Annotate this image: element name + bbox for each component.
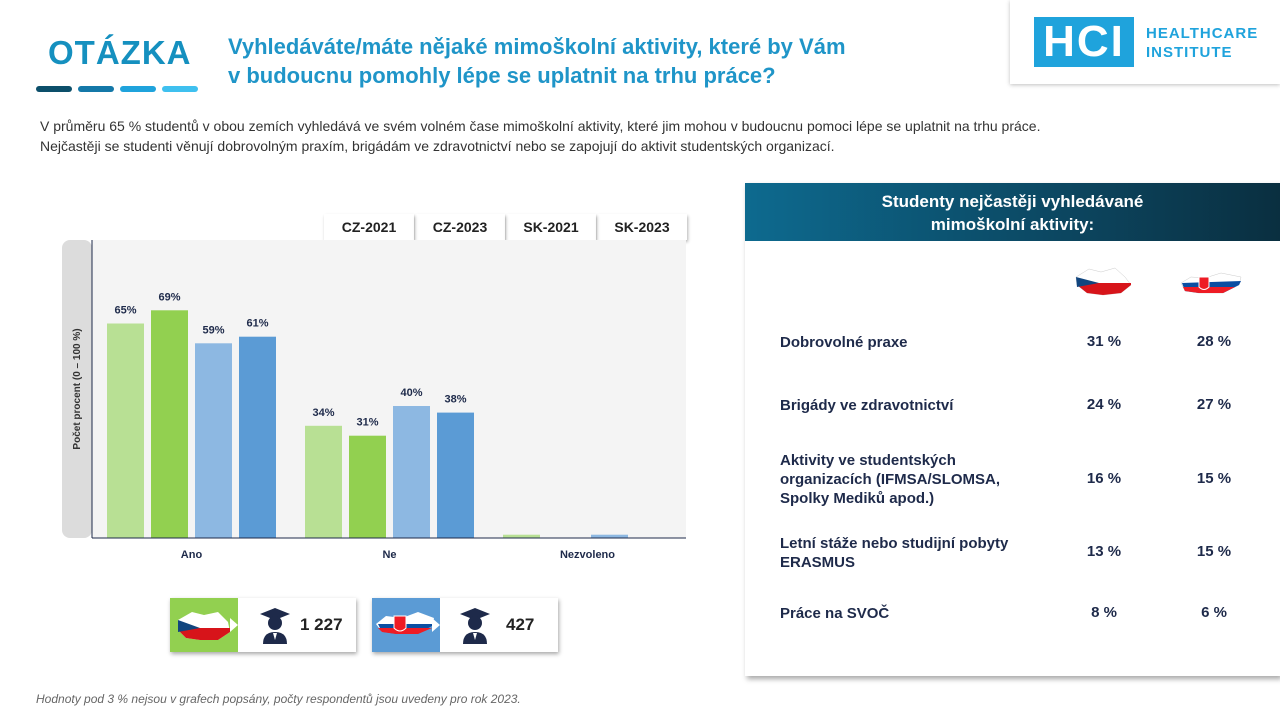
bar-cz-2021-ano <box>107 323 144 538</box>
bar-cz-2021-ne <box>305 425 342 538</box>
bar-sk-2021-ano <box>195 343 232 538</box>
panel-title-line-2: mimoškolní aktivity: <box>930 215 1095 234</box>
slovak-map-flag-icon <box>376 612 440 634</box>
activity-label: Práce na SVOČ <box>780 605 890 622</box>
sk-respondents-card: 427 <box>372 598 558 652</box>
activity-sk-value: 28 % <box>1196 333 1232 350</box>
legend-sk-2023: SK-2023 <box>597 214 687 240</box>
activity-sk-value: 27 % <box>1196 396 1232 413</box>
page-title: Vyhledáváte/máte nějaké mimoškolní aktiv… <box>228 32 968 90</box>
hci-logo: HCI <box>1034 17 1134 67</box>
activity-cz-value: 8 % <box>1091 604 1117 621</box>
bar-sk-2023-ano <box>239 336 276 538</box>
bar-chart: Počet procent (0 – 100 %) 65% 69% 59% 61% 34… <box>62 240 686 561</box>
bar-sk-2021-nezvoleno <box>591 534 628 538</box>
cz-flag-area <box>170 598 238 652</box>
intro-line-2: Nejčastěji se studenti věnují dobrovolný… <box>40 138 835 154</box>
czech-map-flag-icon <box>1075 267 1132 296</box>
intro-text: V průměru 65 % studentů v obou zemích vy… <box>40 116 1255 156</box>
activity-cz-value: 13 % <box>1086 543 1122 560</box>
activity-cz-value: 31 % <box>1086 333 1122 350</box>
activity-label: Brigády ve zdravotnictví <box>780 397 954 414</box>
activity-label: Aktivity ve studentských organizacích (I… <box>780 452 1001 507</box>
decor-dash <box>162 86 198 92</box>
data-label: 38% <box>444 394 466 406</box>
activity-cz-value: 24 % <box>1086 396 1122 413</box>
x-tick-label: Nezvoleno <box>560 549 615 561</box>
activity-cz-value: 16 % <box>1086 470 1122 487</box>
data-label: 34% <box>312 407 334 419</box>
graduate-icon <box>460 608 490 644</box>
logo-text-line-2: INSTITUTE <box>1146 44 1233 61</box>
data-label: 65% <box>114 305 136 317</box>
data-label: 40% <box>400 387 422 399</box>
logo-text-line-1: HEALTHCARE <box>1146 25 1259 42</box>
graduate-icon <box>260 608 290 644</box>
decor-dash <box>120 86 156 92</box>
activity-label: Letní stáže nebo studijní pobyty ERASMUS <box>780 535 1009 571</box>
data-label: 61% <box>246 318 268 330</box>
activity-sk-value: 15 % <box>1196 470 1232 487</box>
decor-dash <box>36 86 72 92</box>
legend-cz-2023: CZ-2023 <box>415 214 505 240</box>
title-line-2: v budoucnu pomohly lépe se uplatnit na t… <box>228 63 776 88</box>
activity-sk-value: 15 % <box>1196 543 1232 560</box>
intro-line-1: V průměru 65 % studentů v obou zemích vy… <box>40 118 1041 134</box>
sk-flag-area <box>372 598 440 652</box>
decor-dash <box>78 86 114 92</box>
panel-header: Studenty nejčastěji vyhledávané mimoškol… <box>745 183 1280 241</box>
bar-cz-2021-nezvoleno <box>503 534 540 538</box>
activity-label: Dobrovolné praxe <box>780 334 908 351</box>
panel-title-line-1: Studenty nejčastěji vyhledávané <box>881 192 1144 211</box>
cz-respondents-card: 1 227 <box>170 598 356 652</box>
bar-cz-2023-ano <box>151 310 188 538</box>
czech-map-flag-icon <box>178 612 238 640</box>
sk-respondent-count: 427 <box>506 615 535 634</box>
slovak-map-flag-icon <box>1180 272 1242 294</box>
y-axis-label: Počet procent (0 – 100 %) <box>72 328 83 449</box>
legend-cz-2021: CZ-2021 <box>324 214 414 240</box>
x-tick-label: Ano <box>181 549 203 561</box>
activities-panel: Studenty nejčastěji vyhledávané mimoškol… <box>745 183 1280 676</box>
data-label: 31% <box>356 417 378 429</box>
y-axis-band <box>62 240 92 538</box>
footnote: Hodnoty pod 3 % nejsou v grafech popsány… <box>36 692 521 706</box>
bar-sk-2023-ne <box>437 412 474 538</box>
title-line-1: Vyhledáváte/máte nějaké mimoškolní aktiv… <box>228 34 846 59</box>
data-label: 69% <box>158 291 180 303</box>
legend-sk-2021: SK-2021 <box>506 214 596 240</box>
data-label: 59% <box>202 324 224 336</box>
x-tick-label: Ne <box>382 549 396 561</box>
cz-respondent-count: 1 227 <box>300 615 343 634</box>
question-label: OTÁZKA <box>48 34 192 71</box>
activity-sk-value: 6 % <box>1201 604 1227 621</box>
plot-area <box>92 240 686 538</box>
bar-cz-2023-ne <box>349 435 386 538</box>
bar-sk-2021-ne <box>393 406 430 538</box>
